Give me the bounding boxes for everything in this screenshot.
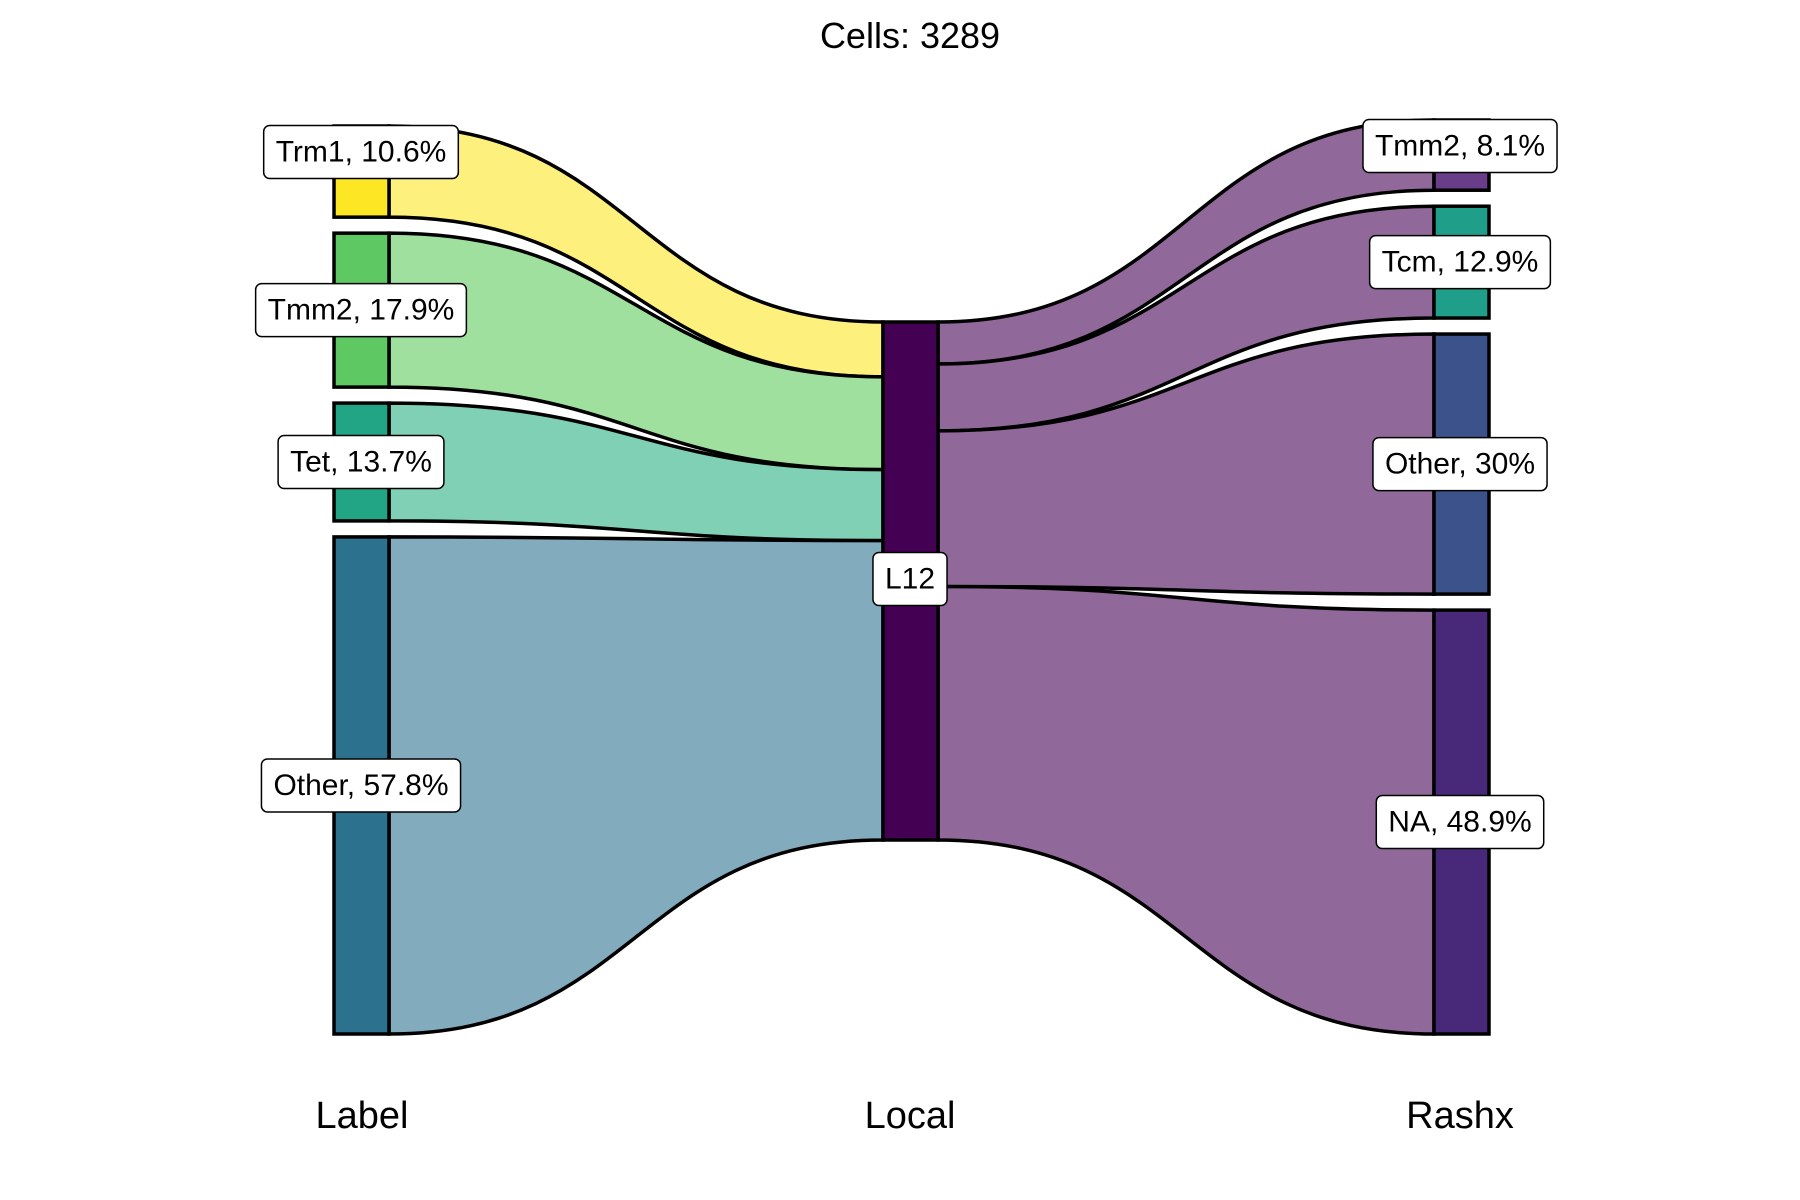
axis-label-label: Label [316, 1095, 409, 1137]
label-left-trm1: Trm1, 10.6% [262, 124, 460, 180]
label-left-tet: Tet, 13.7% [277, 434, 445, 490]
label-left-trm1-box [262, 124, 460, 180]
axis-label-rashx: Rashx [1406, 1095, 1514, 1137]
label-left-other-text: Other, 57.8% [273, 769, 448, 802]
flow-right-na [936, 584, 1436, 1036]
label-left-tet-box [277, 434, 445, 490]
label-right-other-box [1372, 436, 1548, 492]
label-right-tcm-box [1368, 234, 1552, 290]
label-left-trm1-text: Trm1, 10.6% [276, 136, 447, 169]
label-left-tmm2: Tmm2, 17.9% [254, 282, 468, 338]
label-right-tmm2-box [1362, 118, 1558, 174]
chart-title: Cells: 3289 [820, 15, 1000, 56]
label-right-tcm: Tcm, 12.9% [1368, 234, 1552, 290]
label-right-tmm2: Tmm2, 8.1% [1362, 118, 1558, 174]
label-right-na: NA, 48.9% [1375, 794, 1545, 850]
label-middle-l12: L12 [872, 551, 948, 607]
label-right-na-box [1375, 794, 1545, 850]
label-left-tmm2-box [254, 282, 468, 338]
label-right-tmm2-text: Tmm2, 8.1% [1375, 130, 1545, 163]
label-left-other: Other, 57.8% [260, 758, 462, 813]
label-left-tet-text: Tet, 13.7% [290, 446, 432, 479]
label-right-other-text: Other, 30% [1385, 448, 1535, 481]
label-right-na-text: NA, 48.9% [1388, 806, 1531, 839]
axis-label-local: Local [865, 1095, 956, 1137]
label-left-tmm2-text: Tmm2, 17.9% [268, 294, 455, 327]
flows-layer [387, 118, 1436, 1036]
label-left-other-box [260, 758, 462, 813]
labels-layer: Trm1, 10.6% Tmm2, 17.9% Tet, 13.7% Other, 5… [254, 118, 1558, 850]
label-middle-l12-text: L12 [885, 563, 935, 596]
flow-left-other [387, 535, 885, 1036]
label-middle-l12-box [872, 551, 948, 607]
label-right-other: Other, 30% [1372, 436, 1548, 492]
label-right-tcm-text: Tcm, 12.9% [1382, 246, 1539, 279]
